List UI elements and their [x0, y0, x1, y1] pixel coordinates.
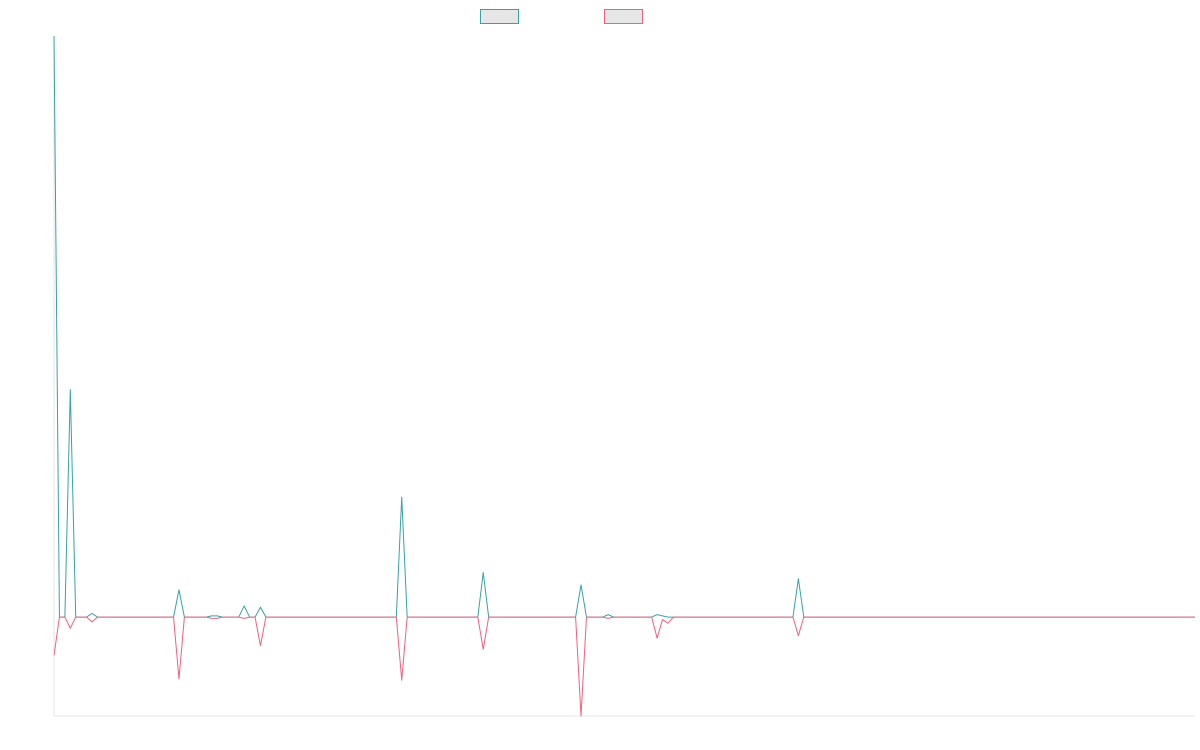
legend	[0, 0, 1200, 40]
legend-swatch-teal[interactable]	[480, 9, 519, 24]
series-line-1	[53, 616, 1195, 717]
series-layer	[53, 35, 1195, 717]
series-line-0	[53, 35, 1195, 618]
legend-swatch-pink[interactable]	[604, 9, 643, 24]
